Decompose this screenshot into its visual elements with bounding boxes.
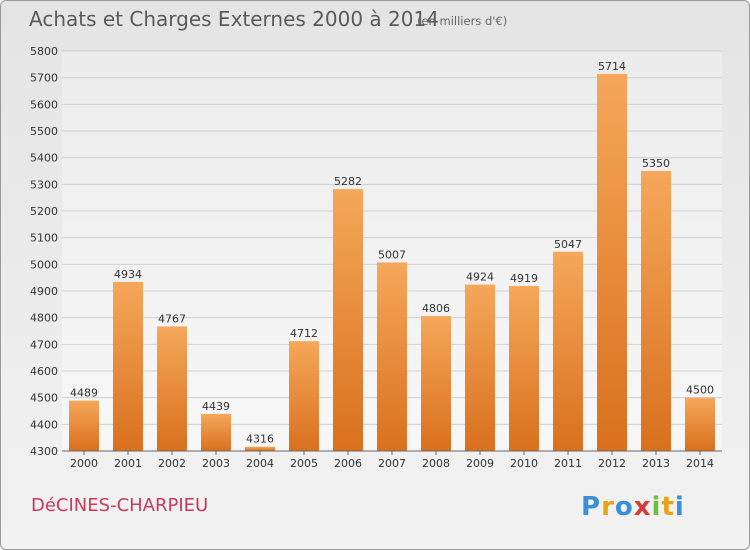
x-tick-label: 2010 [510, 457, 538, 470]
y-tick-label: 5000 [30, 258, 58, 271]
bar [641, 171, 671, 451]
bar [597, 73, 627, 451]
bar [465, 284, 495, 451]
y-tick-label: 5100 [30, 232, 58, 245]
x-tick-label: 2002 [158, 457, 186, 470]
x-tick-label: 2011 [554, 457, 582, 470]
x-tick-label: 2005 [290, 457, 318, 470]
x-tick-label: 2008 [422, 457, 450, 470]
x-tick-label: 2012 [598, 457, 626, 470]
chart-title: Achats et Charges Externes 2000 à 2014 [29, 7, 439, 31]
data-label: 4934 [114, 268, 142, 281]
bar [245, 446, 275, 451]
x-tick-label: 2001 [114, 457, 142, 470]
data-label: 4489 [70, 387, 98, 400]
data-label: 4439 [202, 400, 230, 413]
data-label: 4919 [510, 272, 538, 285]
bars [69, 73, 715, 451]
x-tick-label: 2007 [378, 457, 406, 470]
x-tick-label: 2004 [246, 457, 274, 470]
x-tick-label: 2014 [686, 457, 714, 470]
y-tick-label: 5600 [30, 98, 58, 111]
y-tick-label: 4500 [30, 392, 58, 405]
data-label: 5047 [554, 238, 582, 251]
data-label: 4806 [422, 302, 450, 315]
y-tick-label: 4400 [30, 418, 58, 431]
y-tick-label: 5700 [30, 72, 58, 85]
data-label: 4500 [686, 384, 714, 397]
y-tick-label: 5300 [30, 178, 58, 191]
bar [157, 326, 187, 451]
x-tick-label: 2013 [642, 457, 670, 470]
bar [113, 281, 143, 451]
y-tick-label: 4300 [30, 445, 58, 458]
y-tick-label: 4800 [30, 312, 58, 325]
place-name: DéCINES-CHARPIEU [31, 495, 209, 516]
y-tick-label: 5400 [30, 152, 58, 165]
y-tick-label: 4900 [30, 285, 58, 298]
y-tick-label: 5200 [30, 205, 58, 218]
bar [685, 397, 715, 451]
x-tick-label: 2006 [334, 457, 362, 470]
data-label: 5007 [378, 248, 406, 261]
y-axis-ticks: 4300 4400 4500 4600 4700 4800 4900 5000 5100 5200… [30, 45, 58, 458]
y-tick-label: 5500 [30, 125, 58, 138]
proxiti-logo: Proxiti [581, 492, 685, 521]
bar [377, 262, 407, 451]
data-label: 4924 [466, 271, 494, 284]
bar [509, 285, 539, 451]
x-axis-ticks: 2000 2001 2002 2003 2004 2005 2006 2007 2008 2009… [70, 451, 714, 470]
data-label: 4712 [290, 327, 318, 340]
x-tick-label: 2009 [466, 457, 494, 470]
bar [553, 251, 583, 451]
svg-text:Proxiti: Proxiti [581, 492, 685, 521]
y-tick-label: 4700 [30, 338, 58, 351]
data-label: 4767 [158, 312, 186, 325]
data-label: 5282 [334, 175, 362, 188]
bar [289, 341, 319, 451]
data-labels: 4489 4934 4767 4439 4316 4712 5282 5007 4806 4924… [70, 60, 714, 446]
data-label: 5350 [642, 157, 670, 170]
data-label: 4316 [246, 433, 274, 446]
chart-subtitle: (en milliers d'€) [417, 14, 508, 28]
x-tick-label: 2000 [70, 457, 98, 470]
y-tick-label: 5800 [30, 45, 58, 58]
x-tick-label: 2003 [202, 457, 230, 470]
data-label: 5714 [598, 60, 626, 73]
bar [333, 189, 363, 451]
y-tick-label: 4600 [30, 365, 58, 378]
bar [421, 316, 451, 451]
bar [69, 400, 99, 451]
bar [201, 413, 231, 451]
